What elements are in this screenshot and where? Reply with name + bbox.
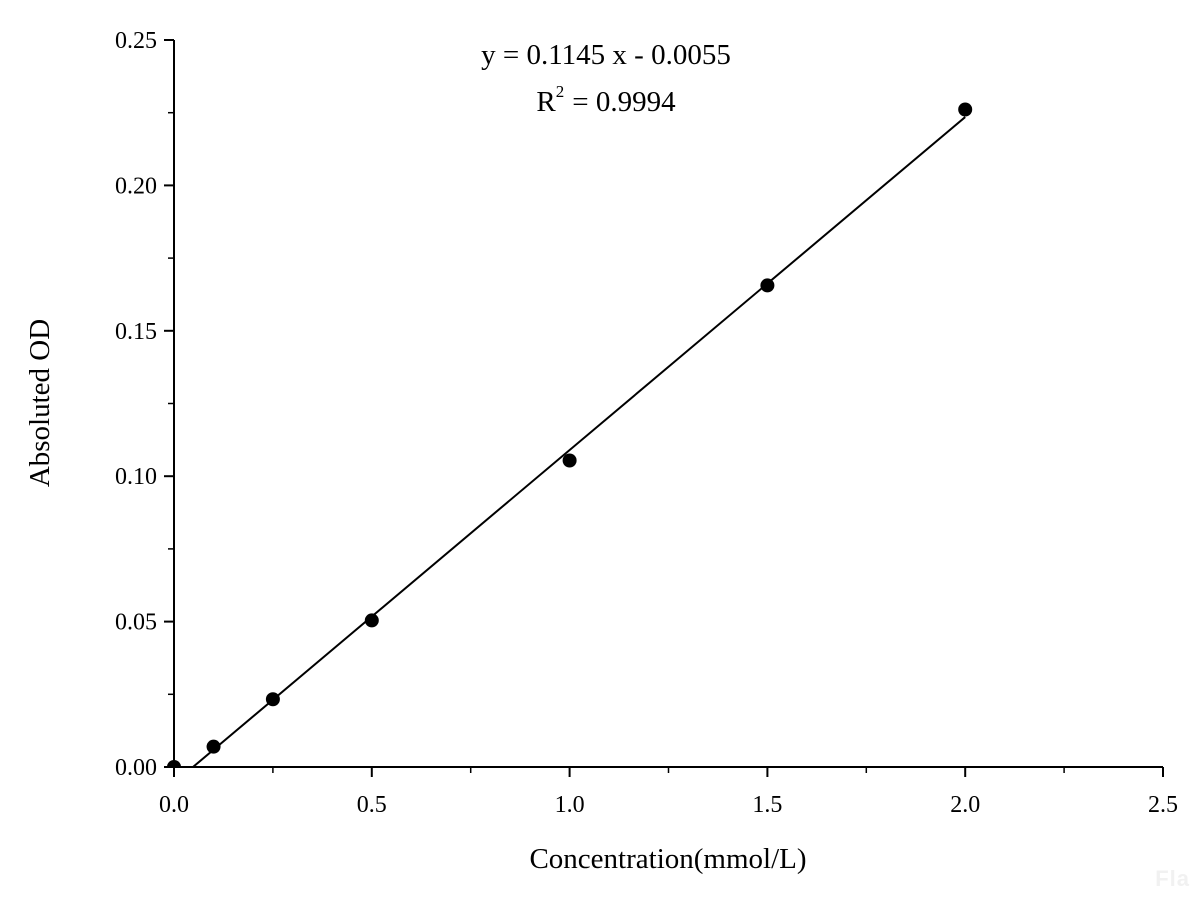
y-tick-label: 0.15 xyxy=(115,319,157,345)
data-point xyxy=(167,760,181,767)
y-tick-label: 0.05 xyxy=(115,610,157,636)
data-point xyxy=(364,613,379,628)
x-tick-label: 1.5 xyxy=(752,792,782,818)
x-tick-label: 1.0 xyxy=(555,792,585,818)
r2-prefix: R xyxy=(536,86,556,118)
equation-annotation: y = 0.1145 x - 0.0055 xyxy=(481,39,731,71)
r2-annotation: R2 = 0.9994 xyxy=(536,82,676,118)
data-points xyxy=(167,102,973,767)
r2-exponent: 2 xyxy=(556,82,565,101)
y-tick-label: 0.10 xyxy=(115,464,157,490)
x-tick-label: 2.5 xyxy=(1148,792,1178,818)
y-axis-label: Absoluted OD xyxy=(24,319,56,487)
fit-line-group xyxy=(192,116,966,768)
x-tick-label: 0.5 xyxy=(357,792,387,818)
x-tick-label: 0.0 xyxy=(159,792,189,818)
watermark-logo: Fla xyxy=(1155,866,1190,891)
x-tick-label: 2.0 xyxy=(950,792,980,818)
r2-value: = 0.9994 xyxy=(572,86,676,118)
y-tick-label: 0.00 xyxy=(115,755,157,781)
labels: Concentration(mmol/L) Absoluted OD y = 0… xyxy=(24,39,807,875)
data-point xyxy=(958,102,973,117)
linear-fit-line xyxy=(192,116,966,768)
data-point xyxy=(562,453,577,468)
x-axis-label: Concentration(mmol/L) xyxy=(529,843,806,875)
ticks: 0.0 0.5 1.0 1.5 2.0 2.5 0.00 0.05 0.10 0.15 0.20 0.… xyxy=(115,28,1178,818)
y-tick-label: 0.25 xyxy=(115,28,157,54)
data-point xyxy=(206,739,221,754)
data-point xyxy=(265,692,280,707)
y-tick-label: 0.20 xyxy=(115,173,157,199)
data-point xyxy=(760,278,775,293)
